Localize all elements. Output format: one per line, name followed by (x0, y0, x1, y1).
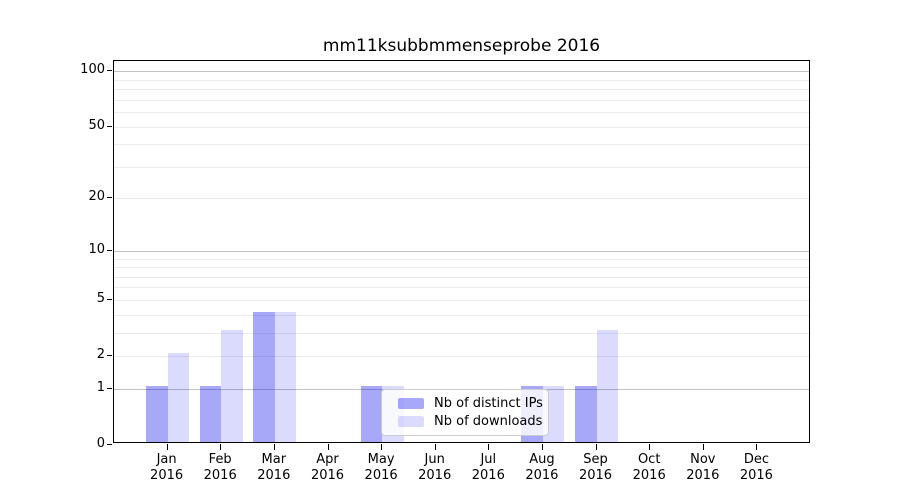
x-tick-jul (488, 444, 490, 450)
gridline-minor-80 (114, 89, 809, 90)
gridline-minor-7 (114, 276, 809, 278)
x-tick-sep (595, 444, 597, 450)
plot-area (113, 60, 810, 443)
y-tick-10 (107, 249, 112, 251)
x-tick-dec (756, 444, 758, 450)
x-tick-label-may: May 2016 (349, 452, 413, 484)
legend: Nb of distinct IPs Nb of downloads (381, 389, 549, 436)
x-tick-label-aug: Aug 2016 (510, 452, 574, 484)
x-tick-year-may: 2016 (364, 468, 398, 483)
x-tick-apr (327, 444, 329, 450)
y-tick-0 (107, 444, 112, 445)
y-tick-label-1: 1 (96, 379, 105, 395)
x-tick-label-apr: Apr 2016 (296, 452, 360, 484)
y-tick-20 (107, 197, 112, 199)
legend-label-distinct-ips: Nb of distinct IPs (434, 396, 543, 411)
x-tick-year-apr: 2016 (310, 468, 345, 483)
x-tick-year-jan: 2016 (150, 468, 184, 483)
x-tick-feb (220, 444, 222, 450)
gridline-minor-9 (114, 258, 809, 260)
x-tick-label-sep: Sep 2016 (564, 452, 628, 484)
gridline-minor-90 (114, 79, 809, 81)
y-tick-label-2: 2 (96, 347, 105, 362)
legend-swatch-downloads-icon (398, 416, 424, 427)
gridline-minor-5 (114, 299, 809, 301)
y-tick-5 (107, 298, 112, 300)
x-tick-year-sep: 2016 (578, 468, 613, 483)
x-tick-label-jul: Jul 2016 (456, 452, 520, 484)
x-tick-year-mar: 2016 (257, 468, 291, 483)
x-tick-label-feb: Feb 2016 (188, 452, 252, 484)
x-tick-label-jun: Jun 2016 (403, 452, 467, 484)
x-tick-label-oct: Oct 2016 (617, 452, 681, 484)
y-tick-label-100: 100 (80, 62, 105, 78)
y-tick-2 (107, 355, 112, 356)
x-tick-year-nov: 2016 (686, 468, 720, 483)
legend-item-downloads: Nb of downloads (398, 414, 543, 429)
gridline-major-10 (114, 250, 809, 252)
x-tick-year-dec: 2016 (739, 468, 773, 483)
x-tick-may (381, 444, 383, 450)
y-tick-label-5: 5 (96, 290, 105, 306)
y-tick-label-20: 20 (88, 189, 105, 205)
bar-nb-of-downloads-feb (221, 329, 243, 442)
legend-label-downloads: Nb of downloads (434, 414, 543, 429)
bar-nb-of-distinct-ips-jan (146, 385, 168, 442)
bar-nb-of-distinct-ips-may (360, 385, 383, 442)
x-tick-nov (702, 444, 704, 450)
legend-item-distinct-ips: Nb of distinct IPs (398, 396, 543, 411)
x-tick-year-jun: 2016 (418, 468, 452, 483)
gridline-minor-70 (114, 99, 809, 101)
x-tick-jan (166, 444, 168, 450)
legend-swatch-distinct-ips-icon (398, 398, 424, 409)
gridline-major-100 (114, 71, 809, 73)
gridline-minor-2 (114, 356, 809, 357)
x-tick-year-oct: 2016 (632, 468, 666, 483)
gridline-minor-8 (114, 267, 809, 268)
x-tick-label-jan: Jan 2016 (135, 452, 199, 484)
gridline-minor-3 (114, 332, 809, 334)
x-tick-year-aug: 2016 (525, 468, 559, 483)
gridline-minor-4 (114, 314, 809, 316)
bar-nb-of-downloads-mar (274, 311, 297, 442)
y-tick-label-50: 50 (88, 117, 105, 133)
x-tick-jun (434, 444, 436, 450)
y-tick-label-0: 0 (96, 436, 105, 451)
x-tick-label-mar: Mar 2016 (242, 452, 306, 484)
y-tick-100 (107, 70, 112, 72)
chart-title: mm11ksubbmmenseprobe 2016 (322, 36, 601, 56)
x-tick-year-feb: 2016 (203, 468, 237, 483)
x-tick-mar (273, 444, 275, 450)
gridline-minor-40 (114, 144, 809, 146)
gridline-minor-60 (114, 112, 809, 113)
gridline-minor-20 (114, 198, 809, 200)
y-tick-label-10: 10 (88, 241, 105, 257)
x-tick-label-dec: Dec 2016 (724, 452, 788, 484)
y-tick-50 (107, 125, 112, 127)
bar-nb-of-distinct-ips-feb (199, 385, 222, 442)
bar-nb-of-downloads-sep (596, 329, 618, 442)
y-tick-1 (107, 387, 112, 389)
x-tick-year-jul: 2016 (471, 468, 505, 483)
gridline-minor-6 (114, 287, 809, 289)
x-tick-aug (541, 444, 543, 450)
x-tick-oct (649, 444, 651, 450)
gridline-minor-30 (114, 166, 809, 168)
bar-nb-of-distinct-ips-sep (575, 385, 597, 442)
bar-nb-of-distinct-ips-mar (253, 311, 275, 442)
bar-nb-of-downloads-jan (167, 353, 190, 442)
gridline-minor-50 (114, 126, 809, 128)
x-tick-label-nov: Nov 2016 (671, 452, 735, 484)
